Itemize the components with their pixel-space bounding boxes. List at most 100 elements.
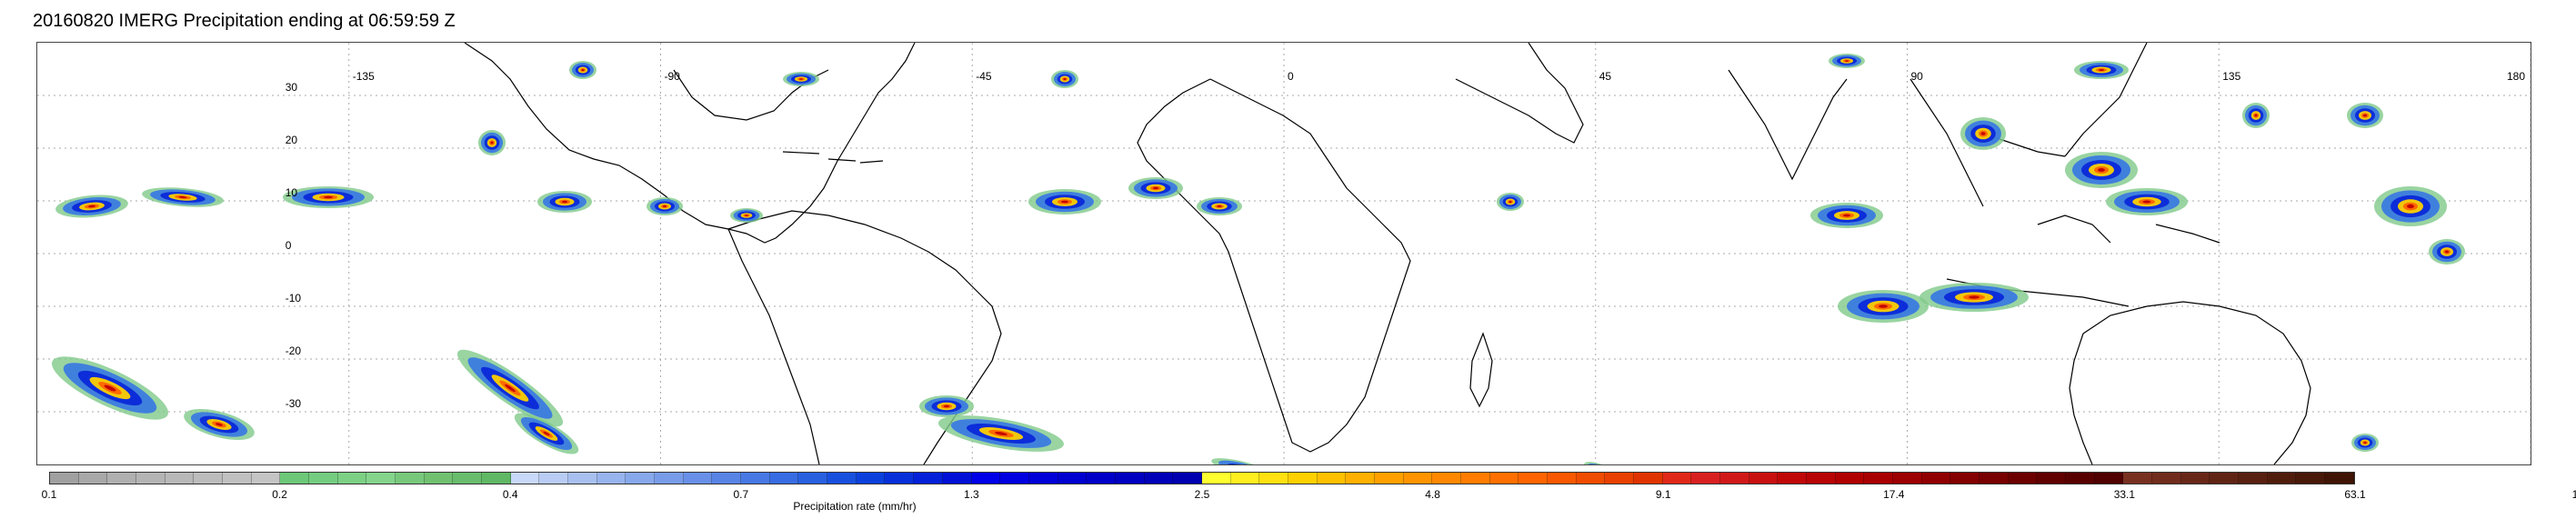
precipitation-cell [1829,54,1865,68]
precipitation-cell [1497,193,1524,211]
coastline-east-asia [2064,43,2148,157]
precipitation-cell [1919,283,2029,312]
colorbar [49,472,2355,484]
precipitation-cell [1028,189,1101,215]
colorbar-segment [1662,473,1692,484]
latitude-label: -10 [285,292,302,304]
precipitation-cell [55,195,128,218]
precipitation-cell [1960,117,2006,150]
colorbar-segment [1000,473,1029,484]
colorbar-tick-label: 0.1 [41,488,57,501]
longitude-label: -90 [664,70,680,83]
colorbar-segment [2066,473,2095,484]
precipitation-cell [569,61,596,79]
colorbar-segment [1864,473,1893,484]
precipitation-cell [478,130,506,155]
precipitation-cell [1211,458,1282,464]
colorbar-segment [280,473,310,484]
colorbar-segment [1028,473,1058,484]
colorbar-segment [482,473,511,484]
colorbar-segment [309,473,338,484]
latitude-label: -30 [285,397,302,410]
precipitation-cell [1128,177,1183,199]
precipitation-cell [2242,103,2270,128]
colorbar-tick-label: 4.8 [1425,488,1440,501]
colorbar-segment [1749,473,1779,484]
colorbar-segment [251,473,281,484]
colorbar-segment [741,473,770,484]
colorbar-segment [2094,473,2124,484]
colorbar-segment [510,473,540,484]
page-title: 20160820 IMERG Precipitation ending at 0… [33,11,456,31]
colorbar-segment [2210,473,2240,484]
longitude-label: 45 [1599,70,1612,83]
colorbar-segment [1173,473,1202,484]
colorbar-segment [2239,473,2268,484]
colorbar-tick-label: 0.7 [733,488,749,501]
longitude-label: 90 [1910,70,1923,83]
colorbar-segment [2152,473,2181,484]
graticule [37,43,2531,464]
coastline-south-america-west [727,228,820,464]
colorbar-segment [1547,473,1577,484]
precipitation-cell [1838,290,1929,323]
colorbar-tick-label: 17.4 [1883,488,1905,501]
precipitation-cell [1051,70,1078,88]
colorbar-segment [2267,473,2297,484]
colorbar-segment [2325,473,2354,484]
colorbar-segment [1432,473,1461,484]
colorbar-segment [1460,473,1490,484]
colorbar-segment [1806,473,1836,484]
colorbar-segment [914,473,943,484]
precipitation-cell [2347,103,2383,128]
colorbar-segment [2180,473,2210,484]
colorbar-segment [885,473,915,484]
colorbar-segment [1259,473,1288,484]
precipitation-cell [283,186,374,208]
latitude-label: 30 [285,81,298,94]
longitude-label: 135 [2222,70,2241,83]
colorbar-segment [1115,473,1145,484]
map-canvas [37,43,2531,464]
colorbar-tick-label: 63.1 [2344,488,2366,501]
colorbar-segment [1921,473,1951,484]
precipitation-cell [2374,186,2447,226]
precipitation-cell [647,197,683,215]
colorbar-segment [2123,473,2153,484]
colorbar-segment [396,473,425,484]
precipitation-map: 30 20 10 0 -10 -20 -30 -135 -90 -45 0 45 90 135 180 [36,42,2531,465]
coastline-india [1728,69,1848,181]
precipitation-cell [2429,239,2465,264]
colorbar-segment [1605,473,1634,484]
colorbar-segment [971,473,1001,484]
colorbar-segment [539,473,569,484]
precipitation-cell [1584,462,1619,464]
colorbar-segment [1144,473,1174,484]
colorbar-segment [827,473,857,484]
latitude-label: 0 [285,239,292,252]
colorbar-segment [2008,473,2038,484]
coastline-africa [1137,78,1411,453]
colorbar-segment [424,473,454,484]
colorbar-segment [1288,473,1318,484]
colorbar-segment [1778,473,1807,484]
colorbar-segment [50,473,79,484]
longitude-label: -45 [976,70,992,83]
colorbar-segment [165,473,195,484]
colorbar-segment [1519,473,1548,484]
precipitation-cell [2351,434,2379,452]
colorbar-segment [1346,473,1375,484]
colorbar-segment [1489,473,1519,484]
colorbar-segment [769,473,799,484]
precipitation-cells [51,54,2465,464]
colorbar-tick-label: 33.1 [2113,488,2136,501]
colorbar-segment [1719,473,1749,484]
colorbar-segment [568,473,597,484]
coastline-madagascar [1469,332,1493,408]
colorbar-segment [1403,473,1433,484]
precipitation-cell [456,349,564,427]
latitude-label: -20 [285,344,302,357]
precipitation-cell [730,208,763,223]
precipitation-cell [537,191,592,213]
coastlines [464,43,2311,464]
